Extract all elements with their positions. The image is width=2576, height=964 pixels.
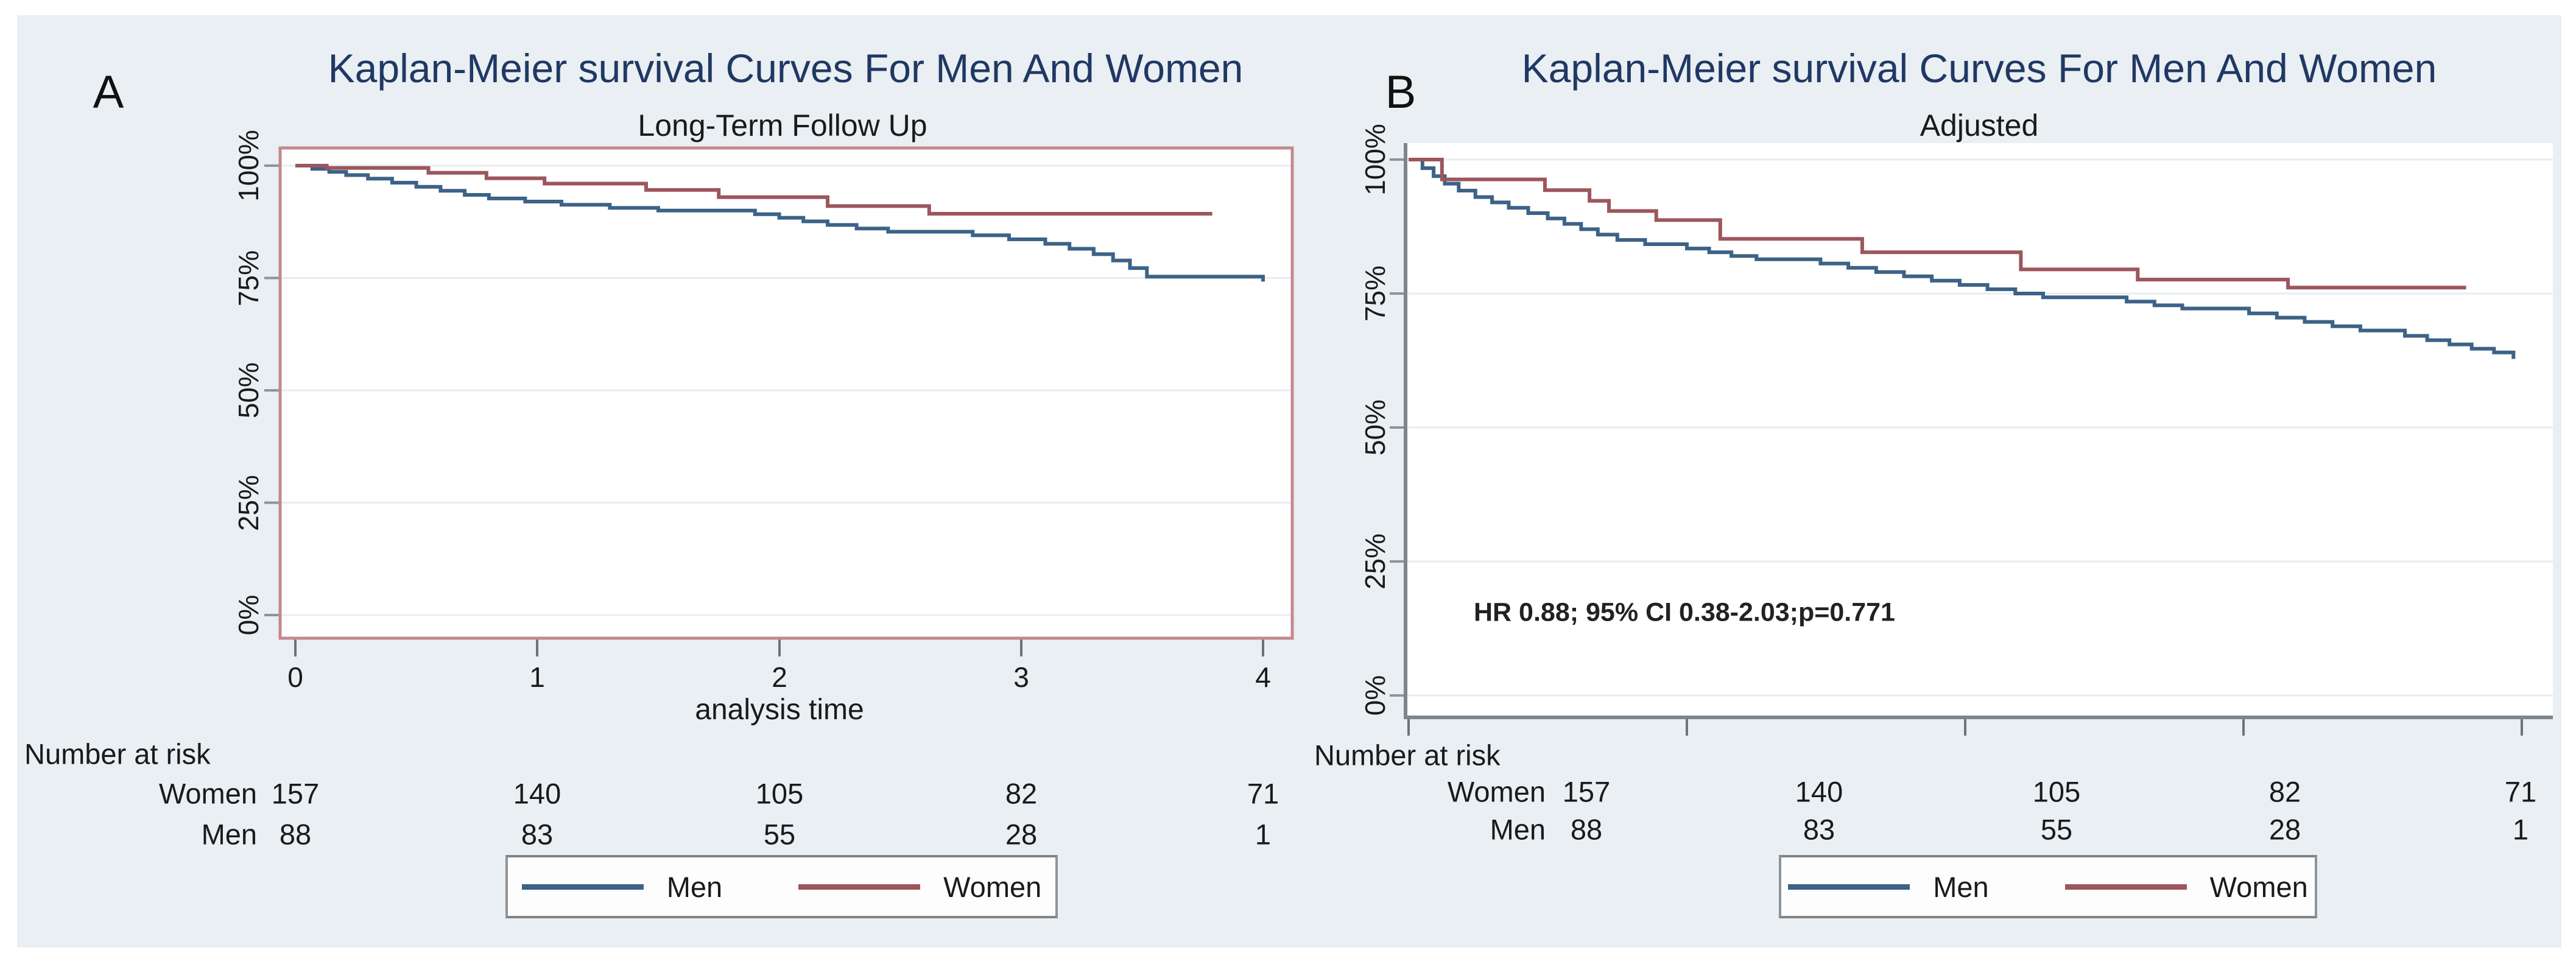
y-tick-label: 25% xyxy=(233,474,264,531)
km-curve-women xyxy=(295,164,1212,216)
men-line-swatch xyxy=(1788,884,1910,890)
y-tick-label: 100% xyxy=(233,130,264,202)
panel-b-risk-row-label-women: Women xyxy=(1447,775,1546,808)
panel-a-risk-row-label-men: Men xyxy=(201,818,257,851)
risk-count-women: 105 xyxy=(2032,775,2081,808)
panel-b-risk-row-label-men: Men xyxy=(1490,813,1546,846)
risk-count-men: 1 xyxy=(2512,813,2529,846)
risk-count-men: 88 xyxy=(279,818,312,851)
panel-a-legend: Men Women xyxy=(505,855,1058,918)
panel-b-subtitle: Adjusted xyxy=(1920,108,2039,142)
panel-b-label: B xyxy=(1385,66,1416,118)
km-curve-women xyxy=(1409,158,2466,290)
legend-label-men: Men xyxy=(666,870,723,903)
panel-b-title: Kaplan-Meier survival Curves For Men And… xyxy=(1521,46,2437,91)
km-curve-men xyxy=(1409,158,2516,359)
risk-count-men: 55 xyxy=(2040,813,2073,846)
y-tick-label: 50% xyxy=(1359,399,1391,456)
risk-count-women: 82 xyxy=(2268,775,2301,808)
x-tick-label: 2 xyxy=(772,661,787,693)
panel-a-risk-header: Number at risk xyxy=(24,737,211,770)
km-curve-men xyxy=(295,164,1265,282)
risk-count-women: 140 xyxy=(1795,775,1843,808)
risk-count-men: 28 xyxy=(1005,818,1038,851)
x-tick-label: 3 xyxy=(1013,661,1029,693)
risk-count-women: 71 xyxy=(2504,775,2537,808)
risk-count-women: 157 xyxy=(1562,775,1611,808)
risk-count-women: 82 xyxy=(1005,777,1038,810)
panel-a-label: A xyxy=(93,66,124,118)
risk-count-men: 1 xyxy=(1255,818,1272,851)
y-tick-label: 0% xyxy=(233,594,264,636)
x-tick-label: 0 xyxy=(287,661,303,693)
y-tick-label: 75% xyxy=(1359,265,1391,322)
men-line-swatch xyxy=(521,884,644,890)
panel-b-legend: Men Women xyxy=(1779,855,2317,918)
y-tick-label: 75% xyxy=(233,250,264,306)
women-line-swatch xyxy=(798,884,921,890)
risk-count-men: 83 xyxy=(521,818,554,851)
km-plot-B xyxy=(1390,143,2553,736)
y-tick-label: 50% xyxy=(233,362,264,419)
risk-count-women: 105 xyxy=(755,777,804,810)
plot-border xyxy=(278,146,1294,640)
legend-label-men: Men xyxy=(1933,870,1989,903)
panel-a-title: Kaplan-Meier survival Curves For Men And… xyxy=(328,46,1244,91)
risk-count-men: 28 xyxy=(2268,813,2301,846)
x-tick-label: 4 xyxy=(1255,661,1271,693)
x-tick-label: 1 xyxy=(529,661,545,693)
panel-a-risk-row-label-women: Women xyxy=(158,777,257,810)
legend-label-women: Women xyxy=(2209,870,2308,903)
panel-b-risk-header: Number at risk xyxy=(1314,739,1501,772)
y-tick-label: 0% xyxy=(1359,675,1391,716)
plot-area xyxy=(1406,143,2553,717)
risk-count-women: 71 xyxy=(1247,777,1279,810)
risk-count-men: 83 xyxy=(1803,813,1835,846)
panel-b-hr-annotation: HR 0.88; 95% CI 0.38-2.03;p=0.771 xyxy=(1474,597,1895,627)
panel-a-subtitle: Long-Term Follow Up xyxy=(638,108,927,142)
risk-count-men: 55 xyxy=(763,818,796,851)
km-plot-A xyxy=(264,146,1294,656)
risk-count-women: 140 xyxy=(513,777,561,810)
y-tick-label: 100% xyxy=(1359,124,1391,195)
risk-count-women: 157 xyxy=(271,777,320,810)
y-tick-label: 25% xyxy=(1359,533,1391,590)
risk-count-men: 88 xyxy=(1570,813,1603,846)
legend-label-women: Women xyxy=(943,870,1042,903)
plot-area xyxy=(280,148,1292,638)
women-line-swatch xyxy=(2064,884,2187,890)
panel-a-xaxis-title: analysis time xyxy=(695,694,864,726)
